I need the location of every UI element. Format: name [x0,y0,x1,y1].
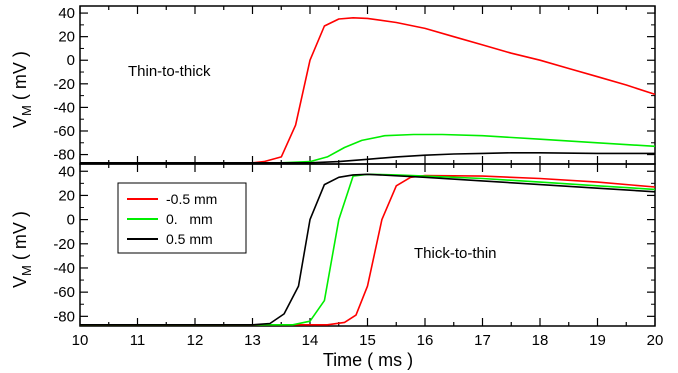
bottom-y-tick-label: -20 [53,236,75,253]
x-tick-label: 11 [130,332,146,349]
x-tick-label: 20 [647,332,664,349]
x-tick-label: 18 [532,332,549,349]
top-y-ticks: 40 20 0 -20 -40 -60 -80 [53,5,656,164]
top-series-group [80,16,656,164]
bottom-ticks: 40 20 0 -20 -40 -60 -80 10 11 12 13 14 15 16 17 18 19 20 [53,163,663,349]
x-tick-label: 13 [244,332,261,349]
x-tick-label: 17 [474,332,491,349]
top-y-tick-label: 20 [58,29,75,46]
legend-label-0mm: 0. mm [166,211,213,227]
bottom-y-tick-label: -60 [53,284,75,301]
bottom-annotation: Thick-to-thin [414,245,497,262]
top-series-line-1 [80,133,656,164]
x-tick-label: 15 [359,332,376,349]
top-y-axis-title: VM ( mV ) [10,51,34,128]
top-y-tick-label: -40 [53,99,75,116]
top-series-line-0 [80,16,656,164]
bottom-y-tick-label: 20 [58,187,75,204]
bottom-series-group [80,173,656,326]
x-tick-label: 12 [187,332,204,349]
legend: -0.5 mm 0. mm 0.5 mm [117,182,247,254]
legend-label-minus-0-5mm: -0.5 mm [166,191,217,207]
x-tick-label: 14 [302,332,319,349]
x-axis-title: Time ( ms ) [323,350,413,370]
x-tick-label: 16 [417,332,434,349]
top-panel: 40 20 0 -20 -40 -60 -80 Thin-to-thick VM ( mV … [10,5,656,165]
bottom-series-line-0 [80,174,656,326]
top-series-line-2 [80,152,655,164]
bottom-y-tick-label: 40 [58,163,75,180]
bottom-y-tick-label: -40 [53,260,75,277]
bottom-y-tick-label: 0 [67,212,75,229]
x-tick-label: 10 [72,332,89,349]
top-annotation: Thin-to-thick [128,63,211,80]
bottom-y-axis-title: VM ( mV ) [10,211,34,288]
top-y-tick-label: -80 [53,147,75,164]
top-y-tick-label: -60 [53,123,75,140]
top-y-tick-label: 0 [67,52,75,69]
x-tick-label: 19 [589,332,606,349]
top-y-tick-label: -20 [53,76,75,93]
legend-label-0-5mm: 0.5 mm [166,231,213,247]
top-y-tick-label: 40 [58,5,75,22]
bottom-series-line-2 [80,173,656,326]
bottom-y-tick-label: -80 [53,308,75,325]
